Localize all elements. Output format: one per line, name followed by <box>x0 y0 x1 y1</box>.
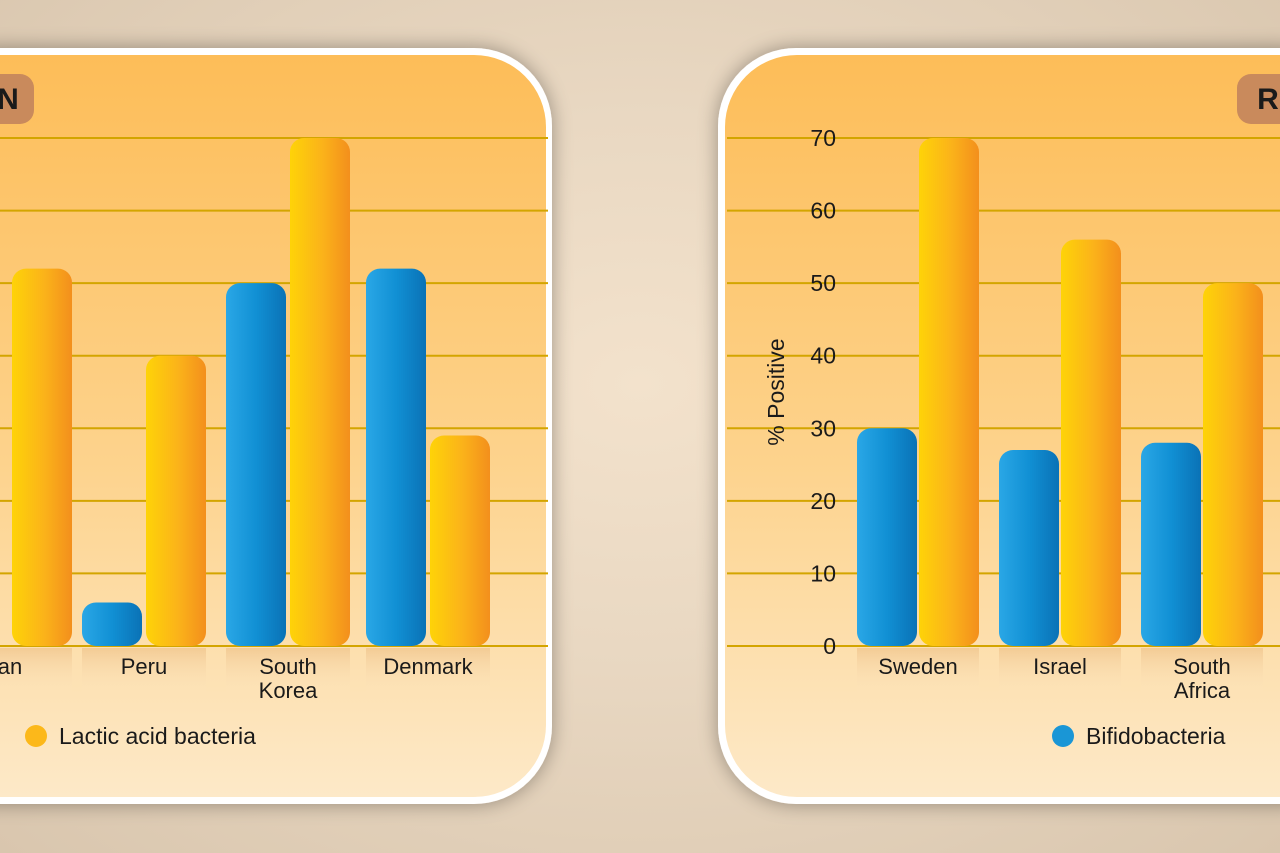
legend-swatch-lactic <box>25 725 47 747</box>
lactic-bar-sweden <box>919 138 979 646</box>
left-bars <box>12 138 490 646</box>
bifido-bar-south-africa <box>1141 442 1201 646</box>
legend-label-bifido: Bifidobacteria <box>1086 723 1226 749</box>
lactic-bar-an <box>12 268 72 646</box>
category-label: Sweden <box>878 654 958 679</box>
category-label-shade <box>999 648 1121 694</box>
category-label-line: Korea <box>259 678 318 703</box>
y-tick-label: 50 <box>810 270 836 296</box>
left-legend: Lactic acid bacteria <box>25 723 256 749</box>
left-title-tab <box>0 74 34 124</box>
lactic-bar-israel <box>1061 239 1121 646</box>
bifido-bar-denmark <box>366 268 426 646</box>
category-label-shade <box>82 648 206 694</box>
right-y-tick-labels: 0 10 20 30 40 50 60 70 <box>810 125 836 659</box>
y-tick-label: 70 <box>810 125 836 151</box>
lactic-bar-south-korea <box>290 138 350 646</box>
y-tick-label: 0 <box>823 633 836 659</box>
y-tick-label: 40 <box>810 343 836 369</box>
left-title-fragment: N <box>0 83 19 116</box>
category-label: Peru <box>121 654 167 679</box>
lactic-bar-denmark <box>430 435 490 646</box>
category-label-shade <box>857 648 979 694</box>
category-label-shade <box>366 648 490 694</box>
right-title-tab <box>1237 74 1280 124</box>
left-chart-panel: N an Peru South Korea Denmark Lactic acid ba… <box>0 48 552 804</box>
right-y-axis-label: % Positive <box>763 338 789 445</box>
y-tick-label: 20 <box>810 488 836 514</box>
category-label-line: Israel <box>1033 654 1087 679</box>
category-label-shade <box>0 648 72 694</box>
y-tick-label: 60 <box>810 198 836 224</box>
category-label-line: Denmark <box>383 654 473 679</box>
category-label: Denmark <box>383 654 473 679</box>
lactic-bar-south-africa <box>1203 283 1263 646</box>
category-label-line: Africa <box>1174 678 1231 703</box>
legend-swatch-bifido <box>1052 725 1074 747</box>
left-category-label-shades <box>0 648 490 694</box>
bifido-bar-peru <box>82 602 142 646</box>
category-label-shade <box>1141 648 1263 694</box>
y-tick-label: 10 <box>810 560 836 586</box>
legend-label-lactic: Lactic acid bacteria <box>59 723 256 749</box>
left-category-labels: an Peru South Korea Denmark <box>0 654 474 703</box>
right-chart-panel: R 0 10 20 30 40 50 60 70 % Positive Sweden Israe… <box>718 48 1280 804</box>
bifido-bar-israel <box>999 450 1059 646</box>
right-bars <box>857 138 1263 646</box>
right-gridlines <box>727 137 1280 647</box>
category-label-line: Peru <box>121 654 167 679</box>
right-title-fragment: R <box>1257 83 1279 116</box>
category-label: Israel <box>1033 654 1087 679</box>
right-legend: Bifidobacteria <box>1052 723 1226 749</box>
lactic-bar-peru <box>146 355 206 646</box>
bifido-bar-south-korea <box>226 283 286 646</box>
category-label-line: South <box>259 654 317 679</box>
category-label-line: an <box>0 654 22 679</box>
category-label-line: South <box>1173 654 1231 679</box>
right-category-labels: Sweden Israel South Africa <box>878 654 1231 703</box>
category-label: South Korea <box>259 654 318 703</box>
category-label: South Africa <box>1173 654 1231 703</box>
y-tick-label: 30 <box>810 415 836 441</box>
bifido-bar-sweden <box>857 428 917 646</box>
right-category-label-shades <box>857 648 1263 694</box>
category-label: an <box>0 654 22 679</box>
category-label-shade <box>226 648 350 694</box>
category-label-line: Sweden <box>878 654 958 679</box>
